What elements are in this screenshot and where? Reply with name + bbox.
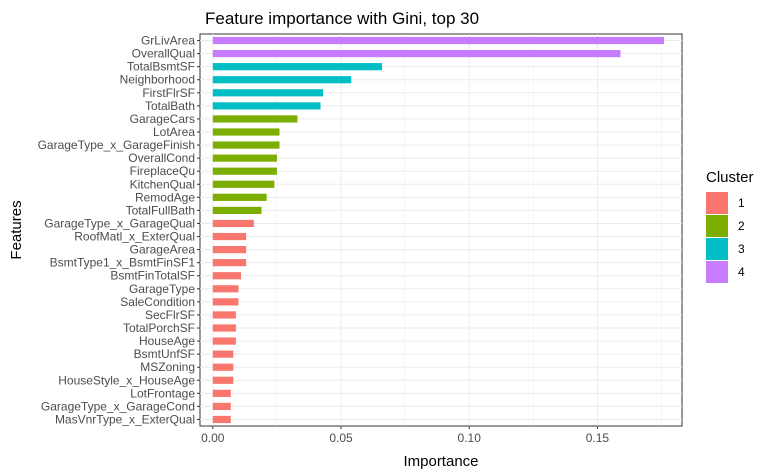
bar — [212, 63, 383, 71]
legend-swatch — [706, 261, 728, 283]
y-tick-label: BsmtFinTotalSF — [110, 269, 195, 283]
legend-swatch — [706, 192, 728, 214]
bar — [212, 324, 236, 332]
y-tick-label: LotArea — [153, 125, 195, 139]
y-tick-label: BsmtType1_x_BsmtFinSF1 — [50, 256, 196, 270]
bar — [212, 36, 665, 45]
legend-swatch — [706, 215, 728, 237]
x-axis-ticks: 0.00 0.05 0.10 0.15 — [201, 426, 609, 445]
bar — [212, 376, 234, 384]
y-tick-label: GarageType_x_GarageCond — [41, 399, 195, 413]
bar — [212, 285, 239, 293]
y-tick-label: FireplaceQu — [130, 164, 195, 178]
bar — [212, 402, 231, 410]
bar — [212, 102, 321, 110]
y-tick-label: GarageType_x_GarageQual — [44, 216, 195, 230]
y-axis-ticks: GrLivAreaOverallQualTotalBsmtSFNeighborh… — [38, 34, 200, 426]
y-tick-label: BsmtUnfSF — [134, 347, 195, 361]
y-tick-label: RemodAge — [135, 190, 195, 204]
bar — [212, 50, 621, 58]
bar — [212, 363, 234, 371]
y-tick-label: SaleCondition — [120, 295, 195, 309]
y-tick-label: GarageArea — [130, 243, 196, 257]
y-tick-label: GarageCars — [130, 112, 195, 126]
y-tick-label: TotalFullBath — [126, 203, 195, 217]
bar — [212, 232, 247, 241]
y-tick-label: Neighborhood — [120, 73, 195, 87]
y-tick-label: HouseStyle_x_HouseAge — [58, 373, 195, 387]
bar — [212, 89, 324, 97]
plot-panel — [199, 33, 683, 427]
bar — [212, 311, 236, 319]
y-tick-label: OverallQual — [132, 47, 195, 61]
y-tick-label: TotalPorchSF — [123, 321, 195, 335]
bar — [212, 154, 277, 162]
bar — [212, 219, 254, 228]
x-tick-label: 0.00 — [201, 431, 225, 445]
x-tick-label: 0.10 — [458, 431, 482, 445]
bar — [212, 298, 239, 306]
bar — [212, 180, 275, 188]
legend-title: Cluster — [706, 169, 754, 186]
y-tick-label: MSZoning — [140, 360, 195, 374]
legend-label: 2 — [738, 219, 745, 233]
y-tick-label: KitchenQual — [130, 177, 195, 191]
x-tick-label: 0.15 — [586, 431, 610, 445]
legend-swatch — [706, 238, 728, 260]
bar — [212, 141, 280, 149]
x-tick-label: 0.05 — [329, 431, 353, 445]
y-tick-label: LotFrontage — [130, 386, 195, 400]
y-tick-label: GarageType_x_GarageFinish — [38, 138, 195, 152]
y-axis-title: Features — [8, 200, 25, 259]
bar — [212, 389, 231, 397]
y-tick-label: SecFlrSF — [145, 308, 195, 322]
bar — [212, 272, 242, 280]
y-tick-label: FirstFlrSF — [142, 86, 195, 100]
bar — [212, 76, 352, 84]
y-tick-label: OverallCond — [128, 151, 195, 165]
y-tick-label: TotalBsmtSF — [127, 60, 195, 74]
bars-group — [212, 36, 665, 424]
y-tick-label: GrLivArea — [141, 34, 195, 48]
y-tick-label: TotalBath — [145, 99, 195, 113]
bar — [212, 259, 247, 267]
y-tick-label: GarageType — [129, 282, 195, 296]
bar — [212, 337, 236, 345]
chart-title: Feature importance with Gini, top 30 — [205, 9, 479, 28]
y-tick-label: HouseAge — [139, 334, 195, 348]
legend: Cluster 1 2 3 4 — [706, 169, 754, 283]
bar — [212, 246, 247, 254]
y-tick-label: RoofMatl_x_ExterQual — [74, 230, 195, 244]
x-axis-title: Importance — [403, 453, 478, 470]
bar — [212, 115, 298, 123]
bar — [212, 167, 277, 175]
bar — [212, 193, 267, 201]
bar — [212, 350, 234, 358]
legend-label: 1 — [738, 196, 745, 210]
legend-label: 4 — [738, 265, 745, 279]
bar — [212, 128, 280, 136]
legend-label: 3 — [738, 242, 745, 256]
bar — [212, 206, 262, 214]
bar — [212, 415, 231, 424]
y-tick-label: MasVnrType_x_ExterQual — [55, 412, 195, 426]
